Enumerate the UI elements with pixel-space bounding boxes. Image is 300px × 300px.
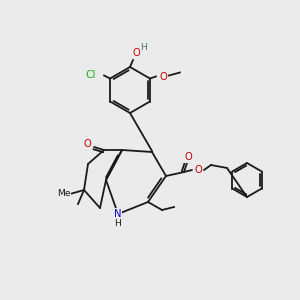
Text: Cl: Cl: [86, 70, 96, 80]
Text: O: O: [132, 48, 140, 58]
Text: N: N: [114, 209, 122, 219]
Text: O: O: [159, 71, 167, 82]
Text: O: O: [194, 165, 202, 175]
Text: H: H: [141, 43, 147, 52]
Text: O: O: [184, 152, 192, 162]
Text: O: O: [83, 139, 91, 149]
Text: Me: Me: [57, 188, 71, 197]
Text: H: H: [115, 220, 122, 229]
